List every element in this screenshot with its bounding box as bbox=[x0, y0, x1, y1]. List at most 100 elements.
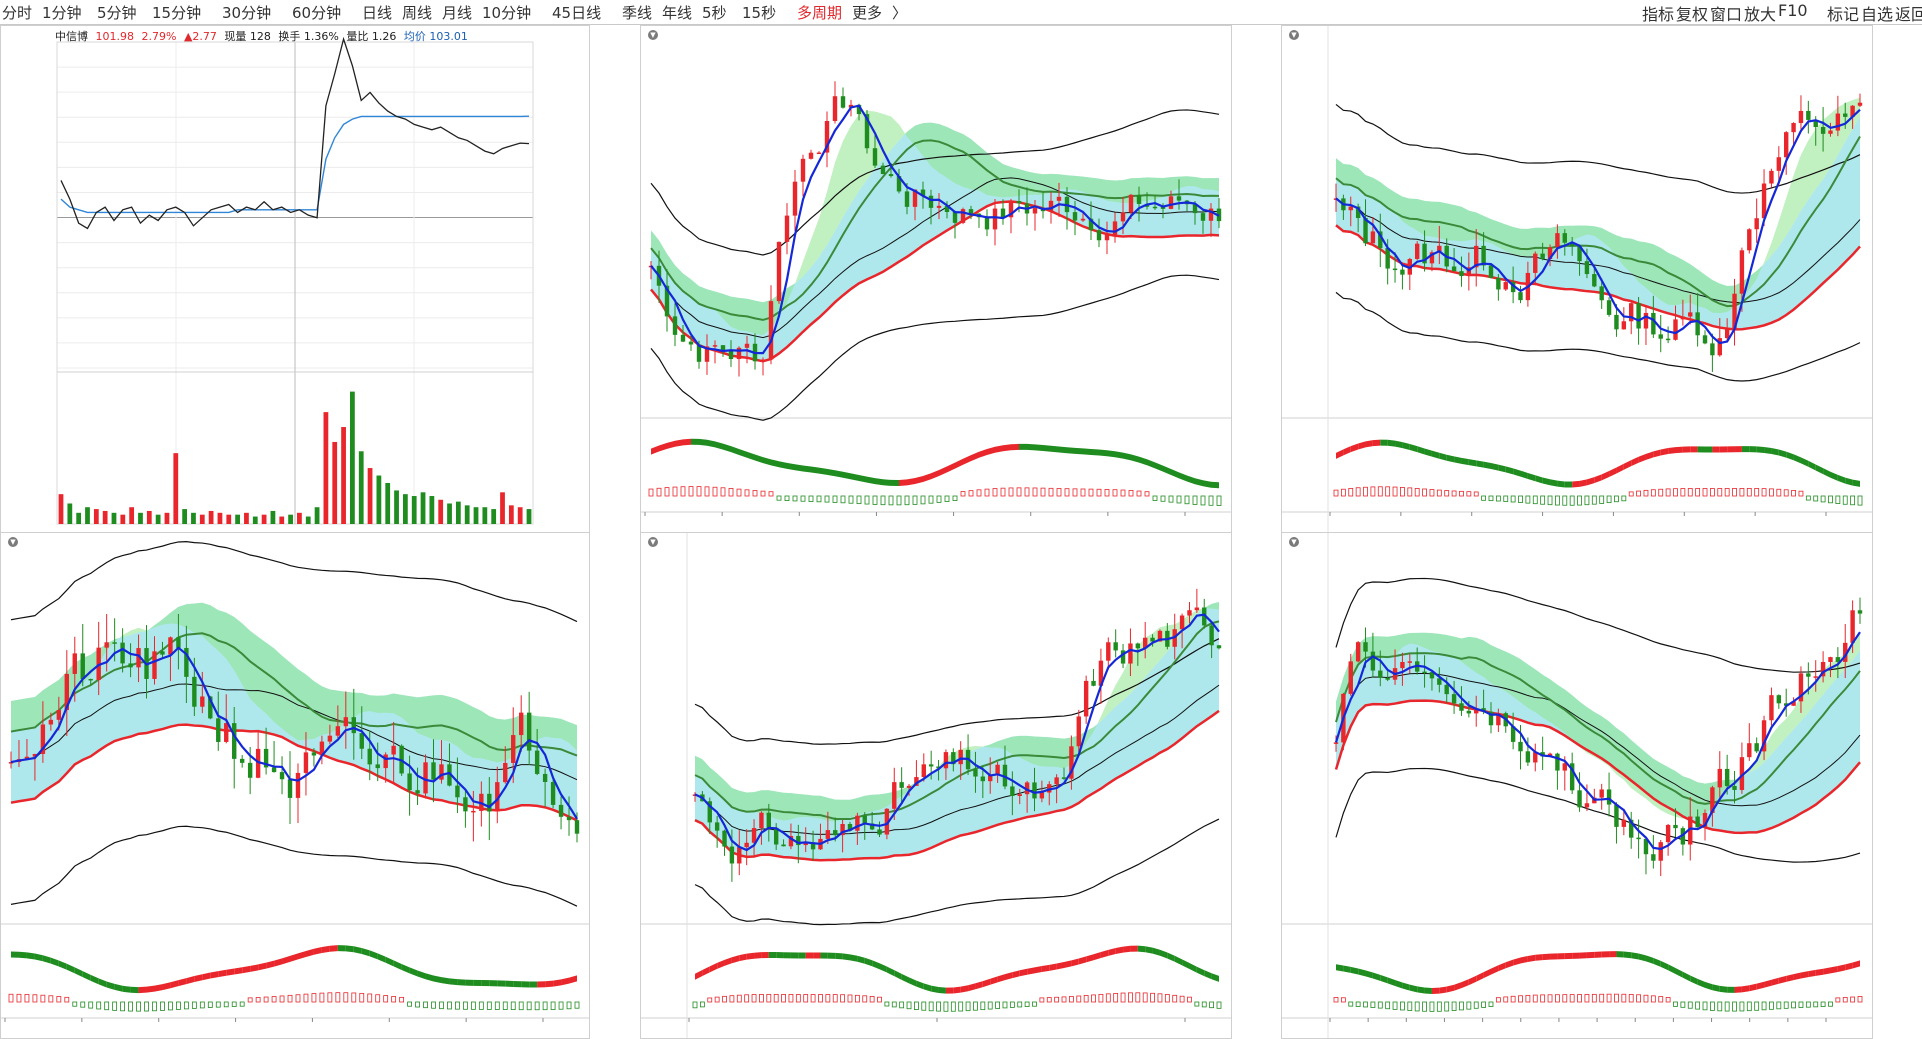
period-tab-7[interactable]: 周线 bbox=[402, 4, 433, 22]
osc-bar bbox=[792, 495, 798, 502]
osc-bar bbox=[1805, 1001, 1811, 1008]
osc-bar bbox=[1702, 1001, 1708, 1011]
oscillator-ribbon bbox=[798, 952, 806, 959]
panel-title[interactable]: ▼ bbox=[1286, 535, 1299, 548]
oscillator-ribbon bbox=[202, 972, 211, 981]
osc-bar bbox=[1481, 1001, 1487, 1008]
osc-bar bbox=[729, 995, 735, 1003]
upper-band-line bbox=[694, 638, 1220, 745]
oscillator-ribbon bbox=[1638, 953, 1646, 962]
candle-body bbox=[1488, 711, 1494, 726]
candle-body bbox=[1378, 231, 1383, 249]
oscillator-ribbon bbox=[859, 475, 867, 483]
kline-chart[interactable] bbox=[641, 533, 1231, 1038]
period-tab-8[interactable]: 月线 bbox=[442, 4, 473, 22]
tool-button-2[interactable]: 窗口 bbox=[1710, 5, 1743, 24]
period-tab-1[interactable]: 1分钟 bbox=[42, 4, 82, 22]
candle-body bbox=[40, 724, 46, 754]
candle-body bbox=[1569, 763, 1575, 791]
candle-body bbox=[1761, 720, 1767, 752]
candle-body bbox=[1466, 710, 1472, 714]
osc-bar bbox=[1695, 488, 1701, 497]
oscillator-ribbon bbox=[717, 959, 725, 969]
oscillator-ribbon bbox=[982, 978, 991, 988]
tool-button-3[interactable]: 放大 bbox=[1744, 5, 1777, 24]
oscillator-ribbon bbox=[266, 960, 275, 969]
period-tab-4[interactable]: 30分钟 bbox=[222, 4, 272, 22]
osc-bar bbox=[1577, 994, 1582, 1003]
candle-body bbox=[574, 820, 580, 834]
panel-title[interactable]: ▼ bbox=[5, 535, 18, 548]
oscillator-ribbon bbox=[1542, 477, 1551, 486]
osc-bar bbox=[247, 997, 253, 1003]
osc-bar bbox=[1009, 1001, 1015, 1008]
panel-title[interactable]: ▼ bbox=[645, 28, 658, 41]
oscillator-ribbon bbox=[916, 980, 924, 990]
candle-body bbox=[1798, 110, 1804, 124]
kline-chart[interactable] bbox=[641, 26, 1231, 532]
oscillator-ribbon bbox=[226, 968, 235, 976]
period-tab-12[interactable]: 年线 bbox=[662, 4, 693, 22]
oscillator-ribbon bbox=[755, 454, 763, 464]
candle-body bbox=[1216, 645, 1222, 649]
kline-chart[interactable] bbox=[1282, 26, 1872, 532]
candle-body bbox=[1791, 701, 1796, 706]
candle-body bbox=[1658, 842, 1663, 861]
candle-body bbox=[1533, 253, 1538, 273]
period-tab-6[interactable]: 日线 bbox=[362, 4, 393, 22]
period-tab-14[interactable]: 15秒 bbox=[742, 4, 777, 22]
chevron-down-icon[interactable]: ▼ bbox=[648, 537, 658, 547]
tool-button-0[interactable]: 指标 bbox=[1642, 5, 1675, 24]
chevron-down-icon[interactable]: ▼ bbox=[648, 30, 658, 40]
period-tab-16[interactable]: 更多 bbox=[852, 4, 883, 22]
period-tab-0[interactable]: 分时 bbox=[2, 4, 33, 22]
period-tab-2[interactable]: 5分钟 bbox=[97, 4, 137, 22]
period-tab-11[interactable]: 季线 bbox=[622, 4, 653, 22]
period-tab-3[interactable]: 15分钟 bbox=[152, 4, 202, 22]
intraday-chart[interactable] bbox=[1, 26, 589, 532]
candle-body bbox=[906, 785, 912, 788]
chevron-down-icon[interactable]: ▼ bbox=[1289, 537, 1299, 547]
candle-body bbox=[1510, 282, 1516, 293]
panel-title[interactable]: ▼ bbox=[645, 535, 658, 548]
oscillator-ribbon bbox=[1483, 968, 1491, 979]
panel-title[interactable]: ▼ bbox=[1286, 28, 1299, 41]
period-tab-15[interactable]: 多周期 bbox=[797, 4, 843, 22]
tool-button-6[interactable]: 自选 bbox=[1861, 5, 1894, 24]
chevron-down-icon[interactable]: ▼ bbox=[1289, 30, 1299, 40]
oscillator-ribbon bbox=[931, 470, 939, 480]
period-tab-17[interactable]: 〉 bbox=[892, 4, 908, 22]
kline-chart[interactable] bbox=[1, 533, 589, 1038]
kline-chart[interactable] bbox=[1282, 533, 1872, 1038]
kline-panel-5min: ▼ bbox=[640, 25, 1232, 533]
period-tab-13[interactable]: 5秒 bbox=[702, 4, 727, 22]
oscillator-ribbon bbox=[377, 953, 386, 963]
candle-body bbox=[773, 827, 779, 845]
chevron-down-icon[interactable]: ▼ bbox=[8, 537, 18, 547]
oscillator-ribbon bbox=[1505, 466, 1514, 475]
candle-body bbox=[1152, 206, 1158, 209]
osc-bar bbox=[80, 1001, 86, 1008]
candle-body bbox=[1761, 183, 1767, 219]
candle-body bbox=[1732, 786, 1737, 790]
candle-body bbox=[1806, 673, 1811, 677]
oscillator-ribbon bbox=[1147, 459, 1155, 469]
period-tab-5[interactable]: 60分钟 bbox=[292, 4, 342, 22]
tool-button-1[interactable]: 复权 bbox=[1676, 5, 1709, 24]
tool-button-4[interactable]: F10 bbox=[1778, 1, 1808, 20]
tool-button-5[interactable]: 标记 bbox=[1827, 5, 1860, 24]
tool-button-7[interactable]: 返回 bbox=[1895, 5, 1922, 24]
volume-bar bbox=[473, 507, 479, 524]
oscillator-ribbon bbox=[955, 458, 963, 469]
period-tab-10[interactable]: 45日线 bbox=[552, 4, 602, 22]
oscillator-ribbon bbox=[1638, 453, 1646, 463]
osc-bar bbox=[781, 994, 786, 1003]
oscillator-ribbon bbox=[1623, 951, 1632, 959]
osc-bar bbox=[1385, 1001, 1391, 1010]
period-tab-9[interactable]: 10分钟 bbox=[482, 4, 532, 22]
candle-body bbox=[1629, 819, 1634, 838]
candle-body bbox=[744, 343, 750, 348]
osc-bar bbox=[958, 1001, 964, 1012]
volume-bar bbox=[164, 512, 170, 524]
candle-body bbox=[781, 844, 786, 847]
